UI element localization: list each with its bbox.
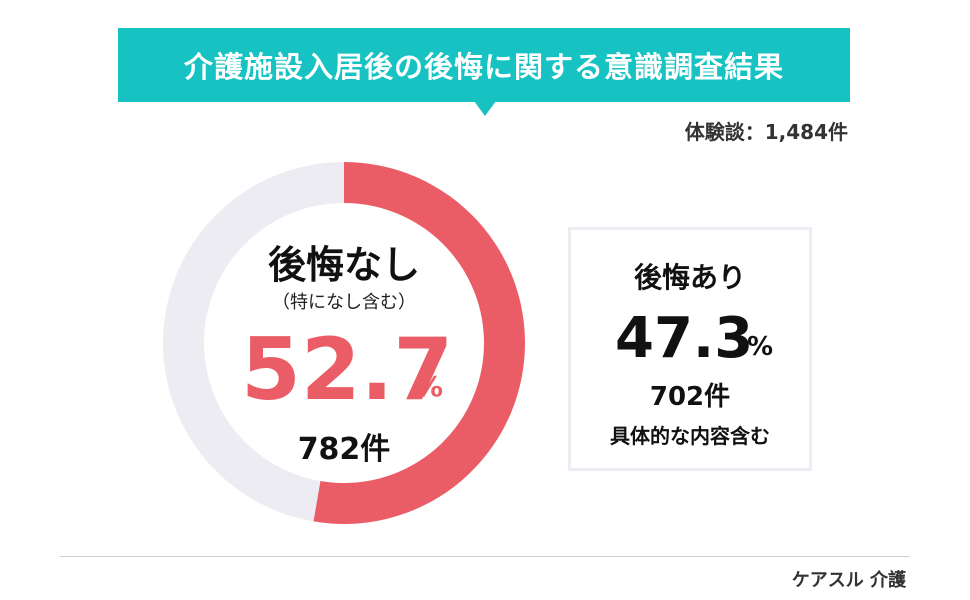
no-regret-percent: 52.7 xyxy=(241,320,454,420)
no-regret-note: （特になし含む） xyxy=(272,292,416,313)
regret-label: 後悔あり xyxy=(633,261,746,294)
no-regret-label: 後悔なし xyxy=(267,243,420,287)
footer-divider xyxy=(60,556,910,557)
regret-percent: 47.3 xyxy=(615,306,754,371)
slice-no-regret xyxy=(313,162,525,524)
chart-title: 介護施設入居後の後悔に関する意識調査結果 xyxy=(183,50,784,84)
brand-name: ケアスル 介護 xyxy=(791,570,906,591)
title-banner: 介護施設入居後の後悔に関する意識調査結果 xyxy=(118,28,850,102)
donut-chart xyxy=(163,162,525,524)
banner-pointer xyxy=(474,101,496,116)
regret-note: 具体的な内容含む xyxy=(610,424,770,448)
regret-box: 後悔あり 47.3 % 702件 具体的な内容含む xyxy=(568,227,812,471)
regret-percent-unit: % xyxy=(747,332,774,362)
no-regret-count: 782件 xyxy=(297,432,391,467)
regret-count: 702件 xyxy=(649,382,731,412)
slice-regret xyxy=(163,162,344,522)
donut-center: 後悔なし （特になし含む） 52.7 % 782件 xyxy=(163,162,525,524)
total-count: 体験談：1,484件 xyxy=(684,120,848,144)
no-regret-percent-unit: % xyxy=(415,370,444,403)
